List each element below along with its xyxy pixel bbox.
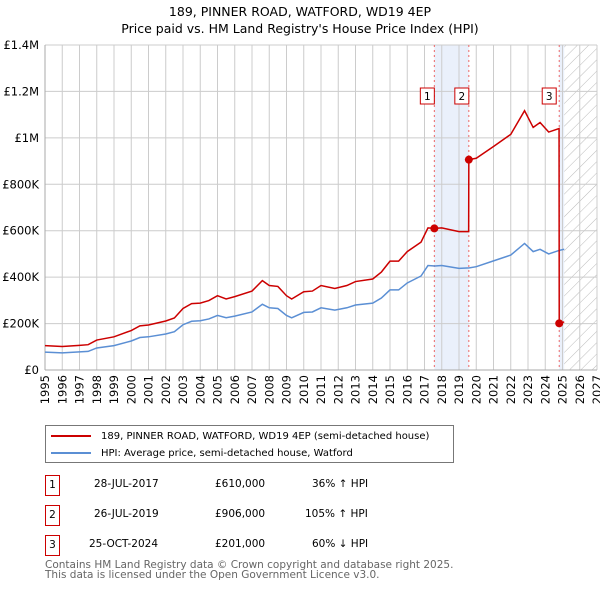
x-tick-label: 2002: [159, 375, 173, 404]
legend-label: 189, PINNER ROAD, WATFORD, WD19 4EP (sem…: [101, 430, 430, 442]
sale-price: £906,000: [215, 508, 266, 520]
x-tick-label: 2007: [245, 375, 259, 404]
x-tick-label: 1997: [73, 375, 87, 404]
y-tick-label: £1.4M: [3, 38, 39, 52]
x-tick-label: 2014: [366, 375, 380, 404]
x-tick-label: 2027: [590, 375, 600, 404]
sale-label: 2: [458, 91, 465, 103]
legend-label: HPI: Average price, semi-detached house,…: [101, 447, 353, 459]
x-tick-label: 2023: [521, 375, 535, 404]
x-tick-label: 2015: [383, 375, 397, 404]
x-tick-label: 2004: [193, 375, 207, 404]
x-tick-label: 2013: [349, 375, 363, 404]
title-line2: Price paid vs. HM Land Registry's House …: [121, 21, 479, 36]
sale-price: £610,000: [215, 478, 266, 490]
table-row: 1 28-JUL-2017 £610,000 36% ↑ HPI: [45, 475, 465, 496]
x-tick-label: 2020: [469, 375, 483, 404]
x-tick-label: 2021: [487, 375, 501, 404]
y-tick-label: £200K: [2, 317, 39, 331]
x-tick-label: 2001: [142, 375, 156, 404]
x-tick-label: 2016: [400, 375, 414, 404]
hpi-diff: 105% ↑ HPI: [305, 508, 368, 520]
x-tick-label: 2000: [124, 375, 138, 404]
sale-date: 25-OCT-2024: [89, 538, 158, 550]
sale-label-box: [541, 87, 557, 105]
y-tick-label: £0: [24, 363, 39, 377]
x-tick-label: 2012: [331, 375, 345, 404]
sale-label: 1: [424, 91, 431, 103]
y-tick-label: £1M: [14, 131, 39, 145]
sale-point: [464, 155, 473, 164]
sale-period-shade: [559, 45, 565, 370]
legend-swatch-blue: [51, 452, 91, 454]
sale-date: 28-JUL-2017: [94, 478, 159, 490]
table-row: 3 25-OCT-2024 £201,000 60% ↓ HPI: [45, 535, 465, 556]
chart-title: 189, PINNER ROAD, WATFORD, WD19 4EP Pric…: [0, 3, 600, 37]
legend-item-property: 189, PINNER ROAD, WATFORD, WD19 4EP (sem…: [51, 428, 429, 444]
sale-point: [430, 224, 439, 233]
footer: Contains HM Land Registry data © Crown c…: [45, 559, 454, 581]
x-tick-label: 2011: [314, 375, 328, 404]
price-chart: 1995 1996 1997 1998 1999 2000 2001 2002 2003 2004…: [2, 38, 600, 404]
x-tick-label: 2017: [418, 375, 432, 404]
legend-item-hpi: HPI: Average price, semi-detached house,…: [51, 445, 353, 461]
x-tick-label: 2022: [504, 375, 518, 404]
forecast-hatch: [564, 45, 597, 370]
sale-label-box: [419, 87, 435, 105]
x-tick-label: 2008: [262, 375, 276, 404]
footer-line2: This data is licensed under the Open Gov…: [45, 569, 380, 581]
sale-price: £201,000: [215, 538, 266, 550]
x-tick-label: 2010: [297, 375, 311, 404]
sale-marker-badge: 1: [45, 475, 60, 496]
sale-marker-badge: 3: [45, 535, 60, 556]
y-tick-label: £1.2M: [3, 84, 39, 98]
sale-label-box: [454, 87, 470, 105]
hpi-line: [44, 242, 565, 354]
y-tick-label: £600K: [2, 224, 39, 238]
hpi-diff: 36% ↑ HPI: [312, 478, 369, 490]
sale-point: [555, 319, 564, 328]
x-tick-label: 1995: [38, 375, 52, 404]
x-tick-label: 1998: [90, 375, 104, 404]
x-tick-label: 2018: [435, 375, 449, 404]
x-tick-label: 2026: [573, 375, 587, 404]
x-tick-label: 1996: [55, 375, 69, 404]
x-tick-label: 2006: [228, 375, 242, 404]
title-line1: 189, PINNER ROAD, WATFORD, WD19 4EP: [168, 4, 432, 19]
x-tick-label: 2024: [538, 375, 552, 404]
property-price-line: [44, 109, 565, 348]
sale-label: 3: [546, 91, 553, 103]
x-tick-label: 2025: [556, 375, 570, 404]
footer-line1: Contains HM Land Registry data © Crown c…: [45, 559, 454, 571]
legend-swatch-red: [51, 435, 91, 437]
y-tick-label: £800K: [2, 177, 39, 191]
x-tick-label: 2009: [280, 375, 294, 404]
x-tick-label: 2005: [211, 375, 225, 404]
x-tick-label: 1999: [107, 375, 121, 404]
x-tick-label: 2003: [176, 375, 190, 404]
sale-marker-badge: 2: [45, 505, 60, 526]
y-tick-label: £400K: [2, 270, 39, 284]
sale-date: 26-JUL-2019: [94, 508, 159, 520]
legend: 189, PINNER ROAD, WATFORD, WD19 4EP (sem…: [45, 425, 454, 463]
table-row: 2 26-JUL-2019 £906,000 105% ↑ HPI: [45, 505, 465, 526]
x-tick-label: 2019: [452, 375, 466, 404]
hpi-diff: 60% ↓ HPI: [312, 538, 369, 550]
